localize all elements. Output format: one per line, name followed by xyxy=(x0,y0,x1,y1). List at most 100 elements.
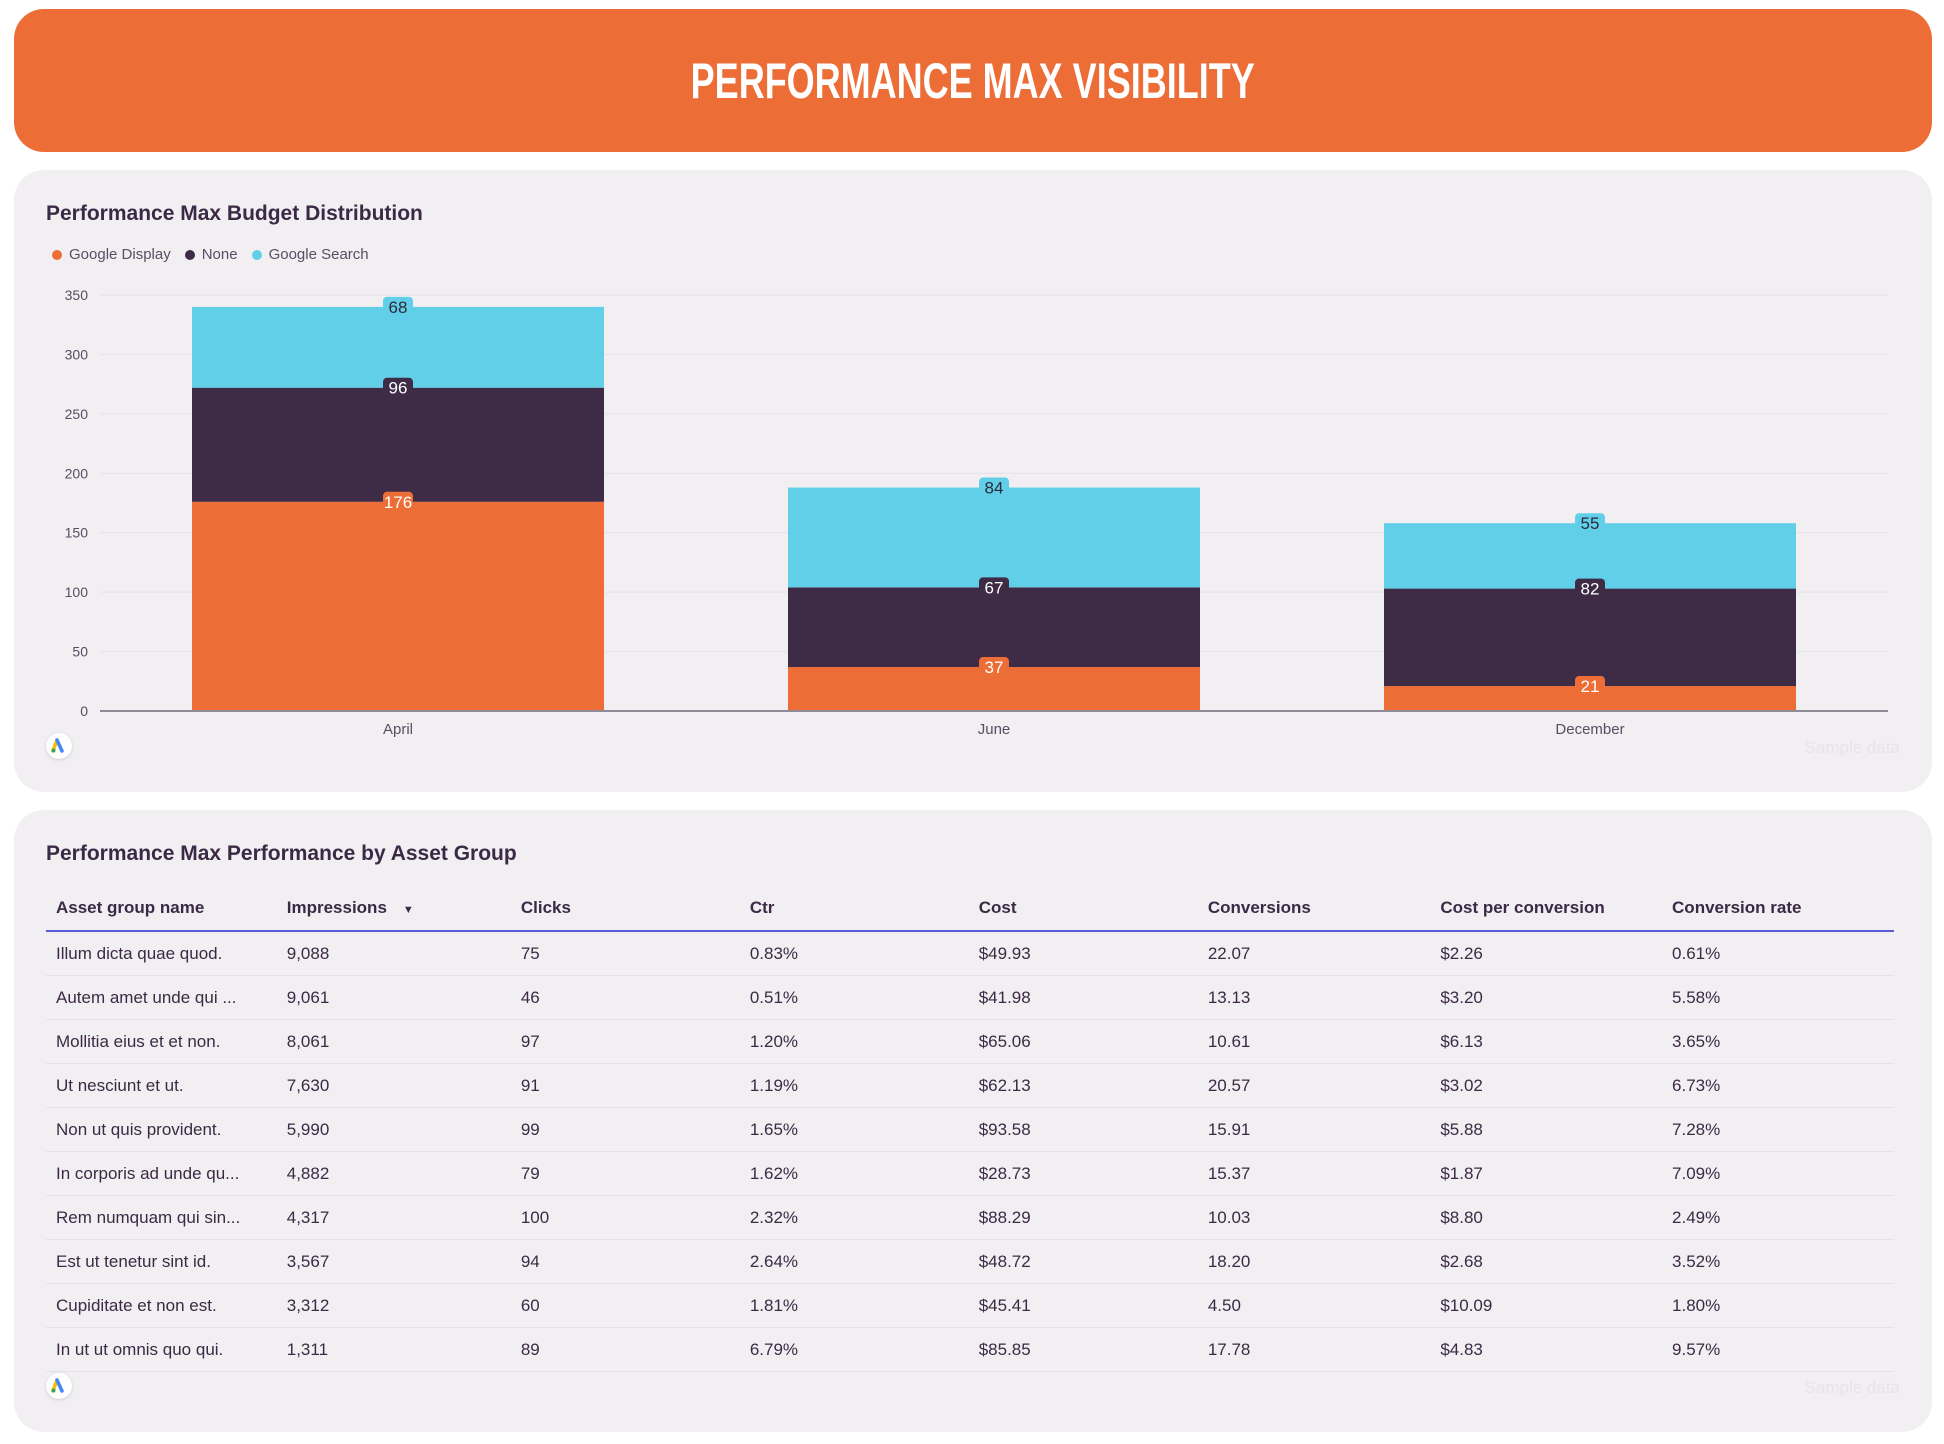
table-cell: 6.73% xyxy=(1662,1063,1894,1108)
table-cell: 9,088 xyxy=(276,931,511,976)
table-cell: 10.03 xyxy=(1197,1195,1431,1240)
table-cell: 13.13 xyxy=(1197,975,1431,1020)
card-title: Performance Max Budget Distribution xyxy=(46,202,423,225)
table-cell: Ut nesciunt et ut. xyxy=(46,1063,277,1108)
x-tick-label: June xyxy=(978,721,1011,738)
table-cell: In corporis ad unde qu... xyxy=(46,1151,277,1196)
column-header[interactable]: Conversions xyxy=(1197,886,1431,932)
column-header-label: Impressions xyxy=(286,898,387,917)
column-header[interactable]: Asset group name xyxy=(46,886,277,932)
column-header[interactable]: Cost xyxy=(968,886,1198,932)
legend-dot-icon xyxy=(52,249,62,260)
table-cell: 3.52% xyxy=(1662,1239,1894,1284)
table-cell: 17.78 xyxy=(1197,1327,1431,1372)
table-cell: 5,990 xyxy=(276,1107,511,1152)
sort-descending-icon[interactable]: ▼ xyxy=(402,904,414,916)
data-label: 37 xyxy=(985,658,1004,677)
column-header-label: Conversions xyxy=(1207,898,1311,917)
table-cell: 18.20 xyxy=(1197,1239,1431,1284)
data-label: 67 xyxy=(985,578,1004,597)
table-row[interactable]: Cupiditate et non est. 3,312 60 1.81% $45.41… xyxy=(46,1283,1894,1328)
table-cell: 4,317 xyxy=(276,1195,511,1240)
table-cell: $1.87 xyxy=(1430,1151,1663,1196)
y-tick-label: 300 xyxy=(65,346,89,362)
table-cell: 9.57% xyxy=(1662,1327,1894,1372)
table-cell: $62.13 xyxy=(968,1063,1198,1108)
table-cell: $48.72 xyxy=(968,1239,1198,1284)
table-cell: Non ut quis provident. xyxy=(46,1107,277,1152)
table-cell: 0.61% xyxy=(1662,931,1894,976)
table-row[interactable]: Ut nesciunt et ut. 7,630 91 1.19% $62.13 20.5… xyxy=(46,1063,1894,1108)
y-tick-label: 150 xyxy=(65,525,89,541)
table-cell: Autem amet unde qui ... xyxy=(46,975,277,1020)
table-cell: 75 xyxy=(510,931,740,976)
bar-segment xyxy=(788,587,1200,668)
table-cell: 99 xyxy=(510,1107,740,1152)
page-title: PERFORMANCE MAX VISIBILITY xyxy=(690,52,1256,109)
bar-segment xyxy=(192,501,604,711)
column-header[interactable]: Cost per conversion xyxy=(1430,886,1663,932)
table-cell: 15.37 xyxy=(1197,1151,1431,1196)
data-label-badge xyxy=(1575,676,1605,697)
table-row[interactable]: In corporis ad unde qu... 4,882 79 1.62% $28… xyxy=(46,1151,1894,1196)
table-row[interactable]: Illum dicta quae quod. 9,088 75 0.83% $49.93… xyxy=(46,931,1894,976)
table-cell: 4,882 xyxy=(276,1151,511,1196)
table-header-row: Asset group name Impressions ▼ Clicks Ctr Cos… xyxy=(46,886,1894,932)
x-tick-label: December xyxy=(1555,721,1624,738)
google-ads-logo-icon xyxy=(46,1373,72,1399)
column-header-label: Asset group name xyxy=(56,898,205,917)
card-title: Performance Max Performance by Asset Gro… xyxy=(46,842,517,865)
table-cell: $4.83 xyxy=(1430,1327,1663,1372)
legend-item[interactable]: None xyxy=(184,246,238,263)
table-cell: $2.68 xyxy=(1430,1239,1663,1284)
column-header[interactable]: Impressions ▼ xyxy=(276,886,511,932)
table-cell: 2.64% xyxy=(739,1239,969,1284)
table-cell: 3.65% xyxy=(1662,1019,1894,1064)
table-cell: 1.65% xyxy=(739,1107,969,1152)
asset-group-table: Asset group name Impressions ▼ Clicks Ctr Cos… xyxy=(46,886,1894,1372)
table-cell: 94 xyxy=(510,1239,740,1284)
table-cell: $41.98 xyxy=(968,975,1198,1020)
bar-segment xyxy=(192,387,604,502)
data-label: 68 xyxy=(389,298,408,317)
bar-segment xyxy=(192,306,604,388)
table-cell: 1.62% xyxy=(739,1151,969,1196)
legend-label: Google Search xyxy=(268,246,369,263)
data-label: 176 xyxy=(384,493,412,512)
legend-item[interactable]: Google Search xyxy=(251,246,369,263)
table-row[interactable]: Est ut tenetur sint id. 3,567 94 2.64% $48.7… xyxy=(46,1239,1894,1284)
column-header-label: Cost xyxy=(978,898,1017,917)
table-cell: 2.32% xyxy=(739,1195,969,1240)
table-cell: 91 xyxy=(510,1063,740,1108)
table-cell: 9,061 xyxy=(276,975,511,1020)
table-cell: 3,567 xyxy=(276,1239,511,1284)
data-label-badge xyxy=(979,477,1009,498)
y-tick-label: 250 xyxy=(65,406,89,422)
table-cell: 2.49% xyxy=(1662,1195,1894,1240)
column-header[interactable]: Ctr xyxy=(739,886,969,932)
google-ads-logo-icon xyxy=(46,733,72,759)
bar-segment xyxy=(1384,588,1796,687)
legend-item[interactable]: Google Display xyxy=(52,246,171,263)
table-cell: $8.80 xyxy=(1430,1195,1663,1240)
column-header-label: Cost per conversion xyxy=(1440,898,1605,917)
table-row[interactable]: Non ut quis provident. 5,990 99 1.65% $93.58… xyxy=(46,1107,1894,1152)
table-cell: 20.57 xyxy=(1197,1063,1431,1108)
table-row[interactable]: Rem numquam qui sin... 4,317 100 2.32% $88.2… xyxy=(46,1195,1894,1240)
sample-data-watermark: Sample data xyxy=(1804,1378,1900,1397)
table-cell: 89 xyxy=(510,1327,740,1372)
table-row[interactable]: Mollitia eius et et non. 8,061 97 1.20% $65.… xyxy=(46,1019,1894,1064)
table-cell: $93.58 xyxy=(968,1107,1198,1152)
y-tick-label: 50 xyxy=(72,644,88,660)
table-cell: $5.88 xyxy=(1430,1107,1663,1152)
column-header[interactable]: Clicks xyxy=(510,886,740,932)
dashboard-header: PERFORMANCE MAX VISIBILITY xyxy=(14,9,1932,152)
data-label: 21 xyxy=(1581,677,1600,696)
data-label-badge xyxy=(383,377,413,398)
table-cell: $28.73 xyxy=(968,1151,1198,1196)
column-header[interactable]: Conversion rate xyxy=(1662,886,1894,932)
table-cell: 60 xyxy=(510,1283,740,1328)
table-row[interactable]: In ut ut omnis quo qui. 1,311 89 6.79% $85.8… xyxy=(46,1327,1894,1372)
table-row[interactable]: Autem amet unde qui ... 9,061 46 0.51% $41.9… xyxy=(46,975,1894,1020)
table-cell: 46 xyxy=(510,975,740,1020)
